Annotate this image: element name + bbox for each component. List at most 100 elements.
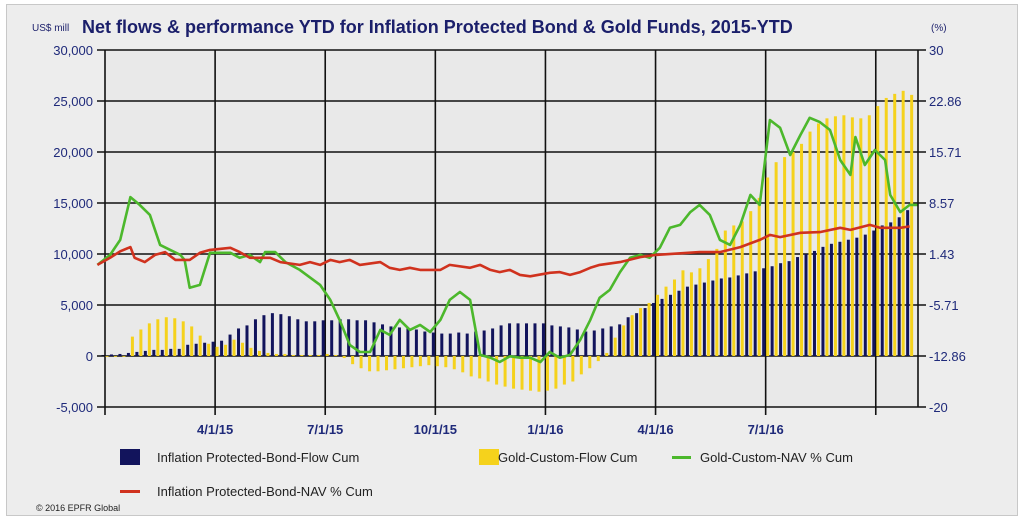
bar-gold-flow [164,317,168,356]
y-left-tick-label: 0 [86,349,93,364]
y-right-tick-label: 22.86 [929,94,962,109]
bar-gold-flow [283,353,287,356]
bar-gold-flow [774,162,778,356]
bar-gold-flow [757,197,761,356]
bar-gold-flow [173,318,177,356]
bar-ipb-flow [906,210,910,356]
bar-gold-flow [190,326,194,356]
bar-ipb-flow [880,225,884,356]
x-tick-label: 10/1/15 [414,422,457,437]
bar-ipb-flow [668,294,672,356]
bar-ipb-flow [660,298,664,356]
bar-gold-flow [512,356,516,389]
x-tick-label: 4/1/15 [197,422,233,437]
bar-gold-flow [630,315,634,356]
bar-gold-flow [901,90,905,357]
bar-ipb-flow [364,320,368,356]
y-right-tick-label: -20 [929,400,948,415]
y-right-tick-label: -5.71 [929,298,959,313]
bar-gold-flow [588,356,592,369]
bar-ipb-flow [846,239,850,356]
bar-ipb-flow [516,323,520,356]
legend-swatch-gold-flow [479,449,499,465]
bar-gold-flow [351,356,355,365]
bar-gold-flow [198,335,202,356]
chart-title: Net flows & performance YTD for Inflatio… [82,17,793,37]
bar-gold-flow [207,343,211,356]
bar-gold-flow [368,356,372,372]
bar-gold-flow [766,177,770,356]
bar-ipb-flow [220,340,224,356]
bar-gold-flow [334,354,338,356]
bar-gold-flow [622,325,626,356]
bar-ipb-flow [863,234,867,356]
bar-ipb-flow [719,278,723,356]
bar-gold-flow [850,117,854,356]
bar-ipb-flow [787,261,791,356]
bar-ipb-flow [525,323,528,356]
bar-gold-flow [215,346,219,356]
bar-ipb-flow [279,314,283,356]
legend-swatch-gold-nav [672,456,691,459]
bar-ipb-flow [203,342,207,356]
bar-ipb-flow [270,313,274,356]
bar-gold-flow [740,221,744,356]
bar-gold-flow [444,356,448,368]
bar-gold-flow [613,337,617,356]
bar-ipb-flow [711,280,715,356]
bar-ipb-flow [796,257,800,356]
bar-ipb-flow [253,319,257,356]
bar-ipb-flow [228,334,232,356]
y-right-tick-label: 1.43 [929,247,954,262]
bar-ipb-flow [414,329,418,356]
x-tick-label: 1/1/16 [527,422,563,437]
bar-gold-flow [910,94,914,356]
bar-gold-flow [562,356,566,385]
y-left-tick-label: 20,000 [53,145,93,160]
bar-ipb-flow [126,352,130,356]
bar-gold-flow [342,356,346,359]
y-left-unit-label: US$ mill [32,23,69,34]
plot-area [105,50,918,407]
bar-ipb-flow [186,344,190,356]
bar-gold-flow [486,356,490,382]
y-right-tick-label: -12.86 [929,349,966,364]
x-tick-label: 7/1/16 [748,422,784,437]
bar-gold-flow [139,329,143,356]
bar-ipb-flow [685,286,689,356]
bar-ipb-flow [169,348,173,356]
bar-ipb-flow [762,268,766,356]
bar-ipb-flow [499,325,503,356]
bar-ipb-flow [753,271,757,356]
bar-gold-flow [461,356,465,373]
bar-ipb-flow [482,330,486,356]
y-left-tick-label: 25,000 [53,94,93,109]
bar-gold-flow [893,93,897,357]
bar-gold-flow [401,356,405,369]
bar-ipb-flow [829,243,833,356]
bar-gold-flow [308,354,312,356]
legend-label-ipb-flow: Inflation Protected-Bond-Flow Cum [157,450,359,465]
bar-gold-flow [427,356,431,366]
bar-ipb-flow [779,263,783,356]
bar-ipb-flow [135,351,139,356]
bar-ipb-flow [304,321,308,356]
bar-ipb-flow [440,333,444,356]
y-right-tick-label: 8.57 [929,196,954,211]
bar-ipb-flow [491,328,495,356]
bar-gold-flow [130,336,134,356]
y-left-tick-label: -5,000 [56,400,93,415]
bar-gold-flow [791,152,795,356]
bar-gold-flow [825,118,829,356]
bar-ipb-flow [338,319,342,356]
line-gold-nav [96,116,919,364]
bar-gold-flow [291,354,295,356]
bar-ipb-flow [160,349,164,356]
bar-gold-flow [656,294,660,356]
bar-gold-flow [833,116,837,356]
bar-ipb-flow [330,320,334,356]
bar-gold-flow [359,356,363,369]
bar-gold-flow [664,286,668,356]
bar-ipb-flow [381,324,385,356]
